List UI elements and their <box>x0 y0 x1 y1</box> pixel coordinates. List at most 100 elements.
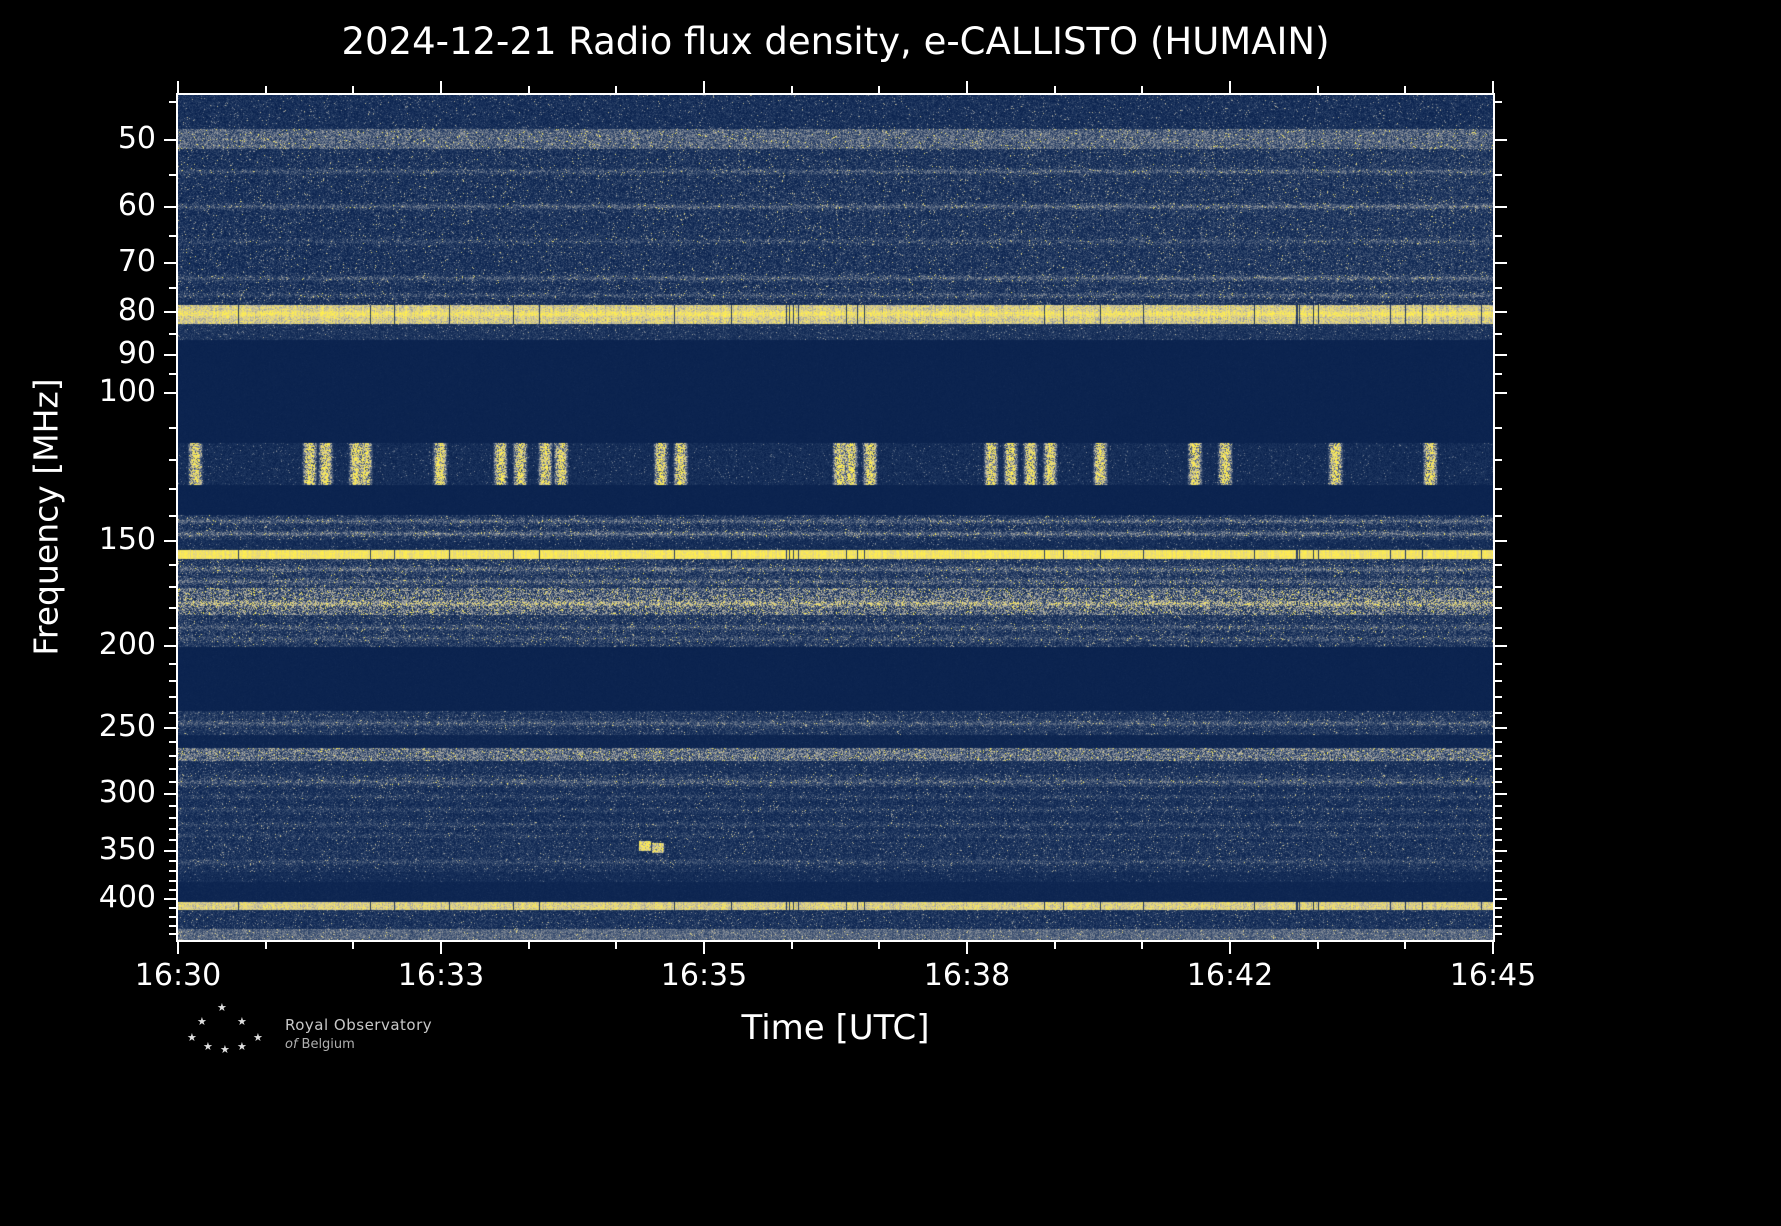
y-axis-label: Frequency [MHz] <box>27 378 66 655</box>
x-major-tick <box>440 942 442 954</box>
y-tick-label: 250 <box>56 709 156 744</box>
y-major-tick-right <box>1495 262 1507 264</box>
y-minor-tick <box>169 333 176 335</box>
x-minor-tick <box>352 942 354 949</box>
y-minor-tick-right <box>1495 515 1502 517</box>
y-minor-tick-right <box>1495 174 1502 176</box>
y-minor-tick-right <box>1495 741 1502 743</box>
x-minor-tick-top <box>528 86 530 93</box>
y-major-tick <box>164 645 176 647</box>
chart-title: 2024-12-21 Radio flux density, e-CALLIST… <box>178 20 1493 63</box>
y-minor-tick-right <box>1495 880 1502 882</box>
y-minor-tick-right <box>1495 427 1502 429</box>
x-major-tick-top <box>177 81 179 93</box>
y-major-tick <box>164 392 176 394</box>
y-minor-tick <box>169 627 176 629</box>
star-icon: ★ <box>220 1044 230 1055</box>
y-minor-tick-right <box>1495 663 1502 665</box>
rob-logo: ★ ★ ★ ★ ★ ★ ★ ★ Royal Observatory of Belg… <box>185 1000 505 1070</box>
x-major-tick-top <box>966 81 968 93</box>
star-icon: ★ <box>187 1032 197 1043</box>
y-minor-tick <box>169 828 176 830</box>
y-minor-tick <box>169 101 176 103</box>
y-major-tick-right <box>1495 850 1507 852</box>
y-minor-tick <box>169 287 176 289</box>
spectrogram-canvas <box>178 95 1493 940</box>
x-minor-tick-top <box>1404 86 1406 93</box>
spectrogram-figure: 2024-12-21 Radio flux density, e-CALLIST… <box>0 0 1781 1226</box>
y-major-tick-right <box>1495 354 1507 356</box>
y-major-tick-right <box>1495 645 1507 647</box>
x-minor-tick-top <box>615 86 617 93</box>
y-minor-tick-right <box>1495 564 1502 566</box>
y-minor-tick <box>169 870 176 872</box>
y-minor-tick <box>169 235 176 237</box>
y-minor-tick-right <box>1495 680 1502 682</box>
rob-logo-line2-name: Belgium <box>302 1037 355 1052</box>
rob-logo-line1: Royal Observatory <box>285 1016 432 1034</box>
y-minor-tick-right <box>1495 907 1502 909</box>
x-minor-tick <box>265 942 267 949</box>
rob-logo-line2: of Belgium <box>285 1037 432 1052</box>
rob-logo-text: Royal Observatory of Belgium <box>285 1016 432 1052</box>
y-minor-tick-right <box>1495 828 1502 830</box>
y-major-tick-right <box>1495 139 1507 141</box>
y-tick-label: 90 <box>56 336 156 371</box>
y-minor-tick <box>169 459 176 461</box>
x-minor-tick <box>1141 942 1143 949</box>
y-tick-label: 70 <box>56 244 156 279</box>
star-icon: ★ <box>203 1041 213 1052</box>
y-minor-tick-right <box>1495 235 1502 237</box>
star-icon: ★ <box>197 1016 207 1027</box>
y-minor-tick <box>169 889 176 891</box>
x-minor-tick-top <box>878 86 880 93</box>
y-minor-tick-right <box>1495 373 1502 375</box>
y-minor-tick-right <box>1495 925 1502 927</box>
y-minor-tick <box>169 564 176 566</box>
x-minor-tick-top <box>1317 86 1319 93</box>
y-minor-tick <box>169 860 176 862</box>
y-minor-tick-right <box>1495 459 1502 461</box>
y-tick-label: 400 <box>56 880 156 915</box>
y-minor-tick <box>169 586 176 588</box>
x-minor-tick-top <box>352 86 354 93</box>
y-major-tick-right <box>1495 540 1507 542</box>
y-tick-label: 300 <box>56 775 156 810</box>
x-minor-tick-top <box>1141 86 1143 93</box>
x-major-tick-top <box>1492 81 1494 93</box>
y-major-tick-right <box>1495 392 1507 394</box>
y-minor-tick <box>169 933 176 935</box>
x-major-tick <box>177 942 179 954</box>
y-major-tick <box>164 354 176 356</box>
y-minor-tick-right <box>1495 889 1502 891</box>
y-tick-label: 80 <box>56 293 156 328</box>
x-minor-tick-top <box>265 86 267 93</box>
y-minor-tick-right <box>1495 607 1502 609</box>
y-minor-tick <box>169 373 176 375</box>
x-minor-tick <box>878 942 880 949</box>
y-minor-tick-right <box>1495 817 1502 819</box>
y-minor-tick-right <box>1495 755 1502 757</box>
y-major-tick <box>164 262 176 264</box>
star-icon: ★ <box>217 1002 227 1013</box>
y-minor-tick <box>169 907 176 909</box>
x-major-tick <box>1492 942 1494 954</box>
y-major-tick <box>164 206 176 208</box>
y-minor-tick <box>169 805 176 807</box>
plot-frame <box>176 93 1495 942</box>
x-tick-label: 16:45 <box>1428 958 1558 993</box>
y-minor-tick <box>169 712 176 714</box>
x-major-tick-top <box>440 81 442 93</box>
y-major-tick-right <box>1495 898 1507 900</box>
y-major-tick-right <box>1495 206 1507 208</box>
x-tick-label: 16:33 <box>376 958 506 993</box>
x-tick-label: 16:30 <box>113 958 243 993</box>
y-minor-tick <box>169 607 176 609</box>
y-minor-tick <box>169 680 176 682</box>
y-major-tick <box>164 850 176 852</box>
y-minor-tick <box>169 174 176 176</box>
y-minor-tick-right <box>1495 488 1502 490</box>
x-tick-label: 16:35 <box>639 958 769 993</box>
y-tick-label: 50 <box>56 121 156 156</box>
y-tick-label: 150 <box>56 522 156 557</box>
